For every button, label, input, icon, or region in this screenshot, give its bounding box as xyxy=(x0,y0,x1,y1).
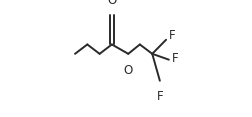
Text: O: O xyxy=(123,64,132,77)
Text: O: O xyxy=(107,0,116,7)
Text: F: F xyxy=(168,29,175,42)
Text: F: F xyxy=(171,52,178,65)
Text: F: F xyxy=(156,90,163,103)
